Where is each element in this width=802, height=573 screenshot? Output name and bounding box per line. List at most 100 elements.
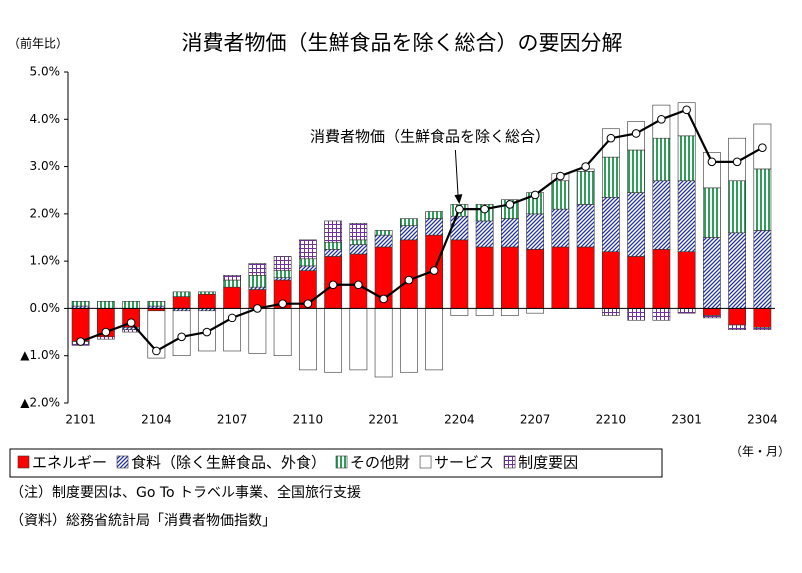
bar-segment: [728, 308, 747, 326]
bar-segment: [601, 251, 620, 309]
legend-swatch: [116, 455, 129, 469]
bar-segment: [551, 180, 570, 210]
bar-segment: [273, 256, 292, 271]
bar-segment: [324, 220, 343, 243]
cpi-marker: [202, 327, 212, 337]
bar-segment: [526, 213, 545, 250]
bar-segment: [652, 308, 671, 321]
cpi-marker: [530, 190, 540, 200]
bar-segment: [71, 301, 90, 307]
bar-segment: [248, 275, 267, 288]
bar-segment: [728, 324, 747, 331]
bar-segment: [627, 192, 646, 257]
x-tick-label: 2110: [293, 413, 324, 427]
bar-segment: [172, 296, 191, 309]
cpi-marker: [631, 129, 641, 138]
bar-segment: [147, 301, 166, 307]
bar-segment: [399, 239, 418, 309]
bar-segment: [324, 241, 343, 250]
bar-segment: [425, 218, 444, 236]
bar-segment: [702, 187, 721, 238]
bar-segment: [677, 180, 696, 252]
bar-segment: [753, 327, 772, 331]
bar-segment: [223, 286, 242, 309]
bar-segment: [197, 293, 216, 309]
bar-segment: [298, 239, 317, 260]
bar-segment: [652, 249, 671, 309]
legend-swatch: [503, 455, 516, 469]
legend-box: [9, 448, 663, 478]
bar-segment: [627, 256, 646, 309]
bar-segment: [475, 308, 494, 316]
bar-segment: [702, 237, 721, 309]
bar-segment: [677, 251, 696, 309]
bar-segment: [197, 291, 216, 295]
cpi-marker: [732, 157, 742, 167]
bar-segment: [753, 308, 772, 328]
bar-segment: [324, 308, 343, 373]
cpi-marker: [354, 280, 363, 290]
cpi-marker: [404, 275, 414, 285]
bar-segment: [96, 301, 115, 309]
cpi-marker: [758, 143, 767, 152]
cpi-marker: [707, 157, 717, 167]
bar-segment: [349, 308, 368, 371]
bar-segment: [576, 171, 595, 205]
bar-segment: [551, 208, 570, 248]
legend-label: その他財: [350, 454, 410, 472]
bar-segment: [374, 308, 393, 378]
annotation-arrow: [454, 149, 459, 202]
cpi-marker: [379, 294, 388, 304]
cpi-marker: [303, 299, 313, 309]
bar-segment: [753, 168, 772, 231]
bar-segment: [500, 246, 519, 309]
bar-segment: [374, 230, 393, 236]
bar-segment: [425, 211, 444, 219]
bar-segment: [349, 239, 368, 245]
bar-segment: [248, 286, 267, 290]
bar-segment: [601, 156, 620, 198]
bar-segment: [425, 308, 444, 371]
x-tick-label: 2104: [141, 413, 172, 427]
y-tick-label: 3.0%: [30, 159, 61, 173]
bar-segment: [450, 308, 469, 316]
cpi-marker: [505, 200, 515, 209]
cpi-marker: [556, 171, 565, 181]
bar-segment: [273, 270, 292, 278]
cpi-line: [80, 108, 763, 353]
note: （資料）総務省統計局「消費者物価指数」: [10, 513, 276, 529]
bar-segment: [627, 308, 646, 321]
x-tick-label: 2210: [596, 413, 627, 427]
bar-segment: [399, 225, 418, 241]
bar-segment: [349, 244, 368, 255]
y-tick-label: 5.0%: [30, 65, 61, 79]
bar-segment: [298, 258, 317, 267]
y-tick-label: ▲2.0%: [20, 396, 60, 410]
y-tick-label: 4.0%: [30, 112, 61, 126]
bar-segment: [248, 308, 267, 354]
cpi-marker: [682, 105, 691, 115]
bar-segment: [652, 137, 671, 182]
bar-segment: [324, 249, 343, 257]
bar-segment: [475, 246, 494, 309]
cpi-marker: [455, 204, 464, 214]
bar-segment: [298, 308, 317, 371]
y-tick-label: ▲1.0%: [20, 348, 60, 362]
bar-segment: [601, 308, 620, 316]
x-tick-label: 2207: [520, 413, 551, 427]
bar-segment: [500, 218, 519, 248]
bar-segment: [96, 336, 115, 340]
bar-segment: [702, 308, 721, 316]
bar-segment: [728, 232, 747, 309]
bar-segment: [273, 308, 292, 357]
x-tick-label: 2201: [368, 413, 399, 427]
legend-label: サービス: [434, 454, 494, 472]
cpi-marker: [101, 327, 111, 337]
legend-label: 食料（除く生鮮食品、外食）: [131, 454, 326, 472]
bar-segment: [172, 291, 191, 297]
legend-swatch: [335, 455, 348, 469]
bar-segment: [500, 308, 519, 316]
bar-segment: [702, 315, 721, 319]
bar-segment: [677, 135, 696, 182]
